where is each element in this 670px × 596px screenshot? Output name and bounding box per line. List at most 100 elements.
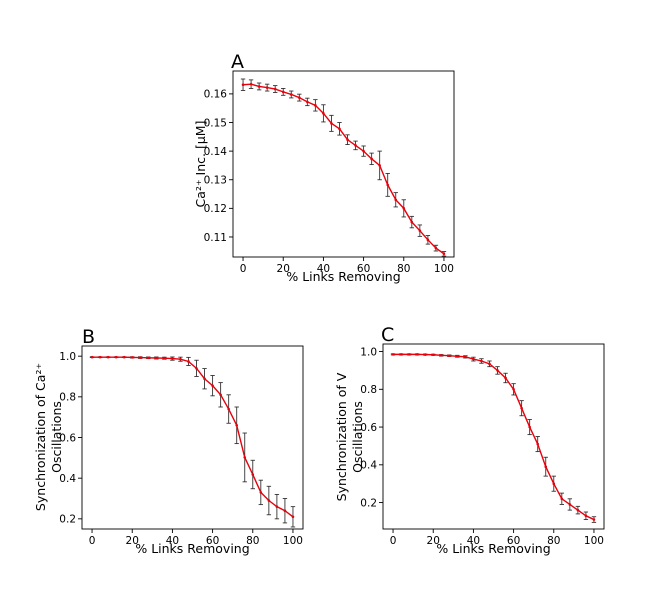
panel-a-ticks: 0 20 40 60 80 100 0.11 0.12 0.13 0.14 0.15 0.16 — [204, 89, 454, 275]
panel-c-x-tick-label: 100 — [584, 535, 604, 547]
panel-b-data-point — [251, 473, 255, 476]
panel-c-data-point — [399, 353, 403, 356]
panel-a-series-line — [242, 83, 445, 255]
panel-c-data-point — [568, 503, 572, 506]
panel-a-data-point — [410, 220, 414, 224]
panel-b-data-point — [219, 393, 222, 397]
panel-b-data-point — [138, 356, 142, 359]
panel-b-data-point — [163, 356, 166, 360]
panel-c-data-point — [415, 353, 419, 356]
panel-c-data-point — [520, 406, 523, 410]
panel-b-y-tick-label: 0.2 — [59, 514, 76, 526]
panel-b-data-point — [187, 360, 190, 363]
panel-c-letter: C — [381, 324, 394, 346]
panel-a-y-axis-label: Ca²⁺ Inc. [μM] — [193, 121, 208, 208]
panel-b-data-point — [195, 367, 198, 370]
panel-a-x-tick-label: 20 — [277, 263, 290, 275]
panel-b-data-point — [267, 499, 271, 502]
panel-a-data-point — [346, 138, 349, 141]
panel-a-data-point — [306, 100, 309, 104]
panel-c-data-point — [407, 353, 411, 356]
panel-b-x-tick-label: 60 — [206, 535, 219, 547]
panel-c-x-tick-label: 40 — [467, 535, 480, 547]
panel-a-data-point — [402, 207, 406, 210]
panel-c-data-point — [560, 497, 564, 501]
panel-b-data-point — [106, 355, 110, 359]
panel-b-y-tick-label: 1.0 — [59, 351, 76, 363]
panel-c-ticks: 0 20 40 60 80 100 0.2 0.4 0.6 0.8 1.0 — [360, 346, 604, 547]
panel-a-data-point — [426, 238, 430, 242]
panel-c-y-tick-label: 1.0 — [360, 346, 377, 358]
panel-b-data-point — [114, 355, 118, 359]
panel-b-data-point — [291, 515, 295, 519]
panel-c-data-point — [592, 518, 596, 521]
panel-b-data-point — [155, 356, 158, 360]
panel-b-y-tick-label: 0.4 — [59, 473, 76, 485]
panel-a: A 0 20 40 60 80 100 0.11 0.12 0.13 0.14 0.15 0.16 %… — [193, 51, 455, 284]
panel-a-data-point — [273, 87, 277, 91]
panel-a-data-point — [249, 82, 253, 86]
panel-b: B 0 20 40 60 80 100 0.2 0.4 0.6 0.8 1.0 % Links Re… — [33, 326, 304, 556]
panel-a-data-point — [362, 149, 365, 153]
panel-b-y-axis-label-line1: Synchronization of Ca²⁺ — [33, 363, 48, 511]
panel-b-data-point — [203, 377, 206, 381]
panel-c-x-tick-label: 80 — [547, 535, 560, 547]
panel-c-x-tick-label: 60 — [507, 535, 520, 547]
panel-c-data-point — [480, 359, 483, 363]
panel-c-series-line — [393, 353, 595, 521]
panel-b-data-point — [171, 357, 174, 360]
panel-b-x-tick-label: 20 — [126, 535, 139, 547]
panel-b-x-axis-label: % Links Removing — [135, 541, 249, 556]
panel-a-x-axis-label: % Links Removing — [286, 269, 400, 284]
panel-b-x-tick-label: 80 — [246, 535, 259, 547]
panel-c-y-axis-label-line1: Synchronization of V — [334, 372, 349, 501]
panel-b-data-point — [179, 357, 182, 361]
panel-c-data-point — [528, 425, 531, 429]
panel-b-data-point — [122, 355, 126, 359]
panel-a-x-tick-label: 100 — [434, 263, 454, 275]
panel-a-series — [240, 78, 447, 257]
panel-b-data-point — [130, 356, 134, 359]
panel-a-letter: A — [231, 51, 244, 73]
panel-b-y-tick-label: 0.8 — [59, 392, 76, 404]
panel-a-data-point — [394, 198, 398, 202]
panel-c-data-point — [464, 355, 467, 359]
panel-c-data-point — [536, 442, 539, 446]
panel-b-data-point — [227, 407, 230, 411]
panel-c-data-point — [488, 362, 491, 366]
panel-b-data-point — [243, 456, 247, 459]
panel-c-y-axis-label-line2: Oscillations — [350, 401, 365, 473]
panel-a-y-tick-label: 0.15 — [204, 117, 227, 129]
panel-b-x-tick-label: 100 — [283, 535, 303, 547]
panel-c-data-point — [439, 354, 443, 357]
panel-b-data-point — [147, 356, 150, 360]
panel-c-series — [390, 353, 597, 523]
panel-c-data-point — [472, 357, 475, 361]
panel-b-data-point — [259, 491, 263, 494]
panel-c-data-point — [576, 508, 580, 512]
panel-a-y-tick-label: 0.16 — [204, 89, 228, 101]
panel-b-data-point — [275, 505, 279, 508]
panel-a-x-tick-label: 60 — [357, 263, 370, 275]
panel-a-data-point — [257, 85, 261, 88]
panel-c: C 0 20 40 60 80 100 0.2 0.4 0.6 0.8 1.0 % Links Re… — [334, 324, 605, 556]
panel-a-data-point — [298, 96, 301, 99]
panel-a-data-point — [354, 144, 357, 147]
panel-a-data-point — [434, 246, 438, 250]
panel-c-x-tick-label: 20 — [427, 535, 440, 547]
panel-c-y-tick-label: 0.4 — [360, 460, 377, 472]
panel-a-data-point — [314, 104, 317, 107]
panel-a-data-point — [386, 183, 390, 187]
panel-c-data-point — [431, 353, 435, 357]
panel-a-x-tick-label: 40 — [317, 263, 330, 275]
panel-b-letter: B — [82, 326, 95, 348]
panel-a-data-point — [418, 229, 422, 232]
panel-c-y-tick-label: 0.2 — [360, 497, 377, 509]
panel-a-plot-area — [232, 70, 455, 258]
panel-a-data-point — [281, 90, 285, 94]
panel-c-data-point — [423, 353, 427, 356]
panel-b-data-point — [98, 355, 102, 359]
panel-b-y-axis-label-line2: Oscillations — [49, 401, 64, 473]
panel-c-data-point — [512, 388, 515, 391]
